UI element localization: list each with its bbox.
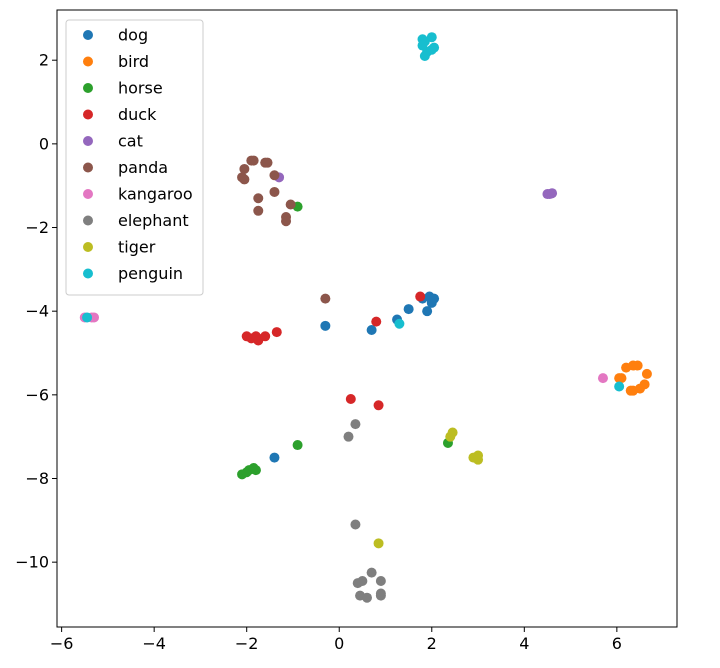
data-point-kangaroo	[597, 373, 608, 384]
data-point-duck	[260, 331, 271, 342]
legend-label-dog: dog	[118, 26, 148, 45]
legend-marker-tiger	[83, 242, 93, 252]
data-point-elephant	[366, 567, 377, 578]
data-point-cat	[547, 188, 558, 199]
axis-ticks: −6 −4 −2 0 2 4 6 2 0 −2 −4 −6 −8 −10	[15, 51, 622, 653]
data-point-panda	[285, 199, 296, 210]
legend-marker-duck	[83, 109, 93, 120]
data-point-duck	[345, 394, 356, 405]
data-point-bird	[641, 368, 652, 379]
legend-marker-penguin	[83, 268, 93, 279]
data-point-elephant	[350, 419, 361, 430]
legend-marker-cat	[83, 136, 93, 146]
data-point-penguin	[417, 40, 428, 51]
data-point-panda	[253, 205, 264, 216]
y-tick-label: −6	[25, 385, 49, 404]
data-point-tiger	[447, 427, 458, 438]
data-point-penguin	[426, 44, 437, 55]
data-point-penguin	[614, 381, 625, 392]
data-point-penguin	[82, 312, 93, 323]
x-tick-label: 0	[334, 634, 344, 653]
series-elephant	[343, 419, 386, 603]
data-point-elephant	[375, 575, 386, 586]
data-point-penguin	[426, 32, 437, 43]
legend: dog bird horse duck cat panda kangaroo elephant…	[65, 19, 204, 296]
legend-label-panda: panda	[118, 158, 168, 177]
data-point-horse	[250, 465, 261, 476]
data-points	[79, 32, 652, 603]
data-point-kangaroo	[89, 312, 100, 323]
legend-box	[65, 19, 204, 296]
x-tick-label: 2	[427, 634, 437, 653]
data-point-dog	[320, 320, 331, 331]
x-tick-label: −2	[235, 634, 259, 653]
data-point-dog	[366, 325, 377, 336]
data-point-duck	[371, 316, 382, 327]
data-point-panda	[262, 157, 273, 168]
data-point-panda	[253, 193, 264, 204]
data-point-elephant	[343, 431, 354, 442]
data-point-tiger	[373, 538, 384, 549]
legend-label-kangaroo: kangaroo	[118, 185, 193, 204]
legend-marker-dog	[83, 30, 93, 40]
data-point-elephant	[375, 590, 386, 601]
data-point-duck	[271, 327, 282, 338]
data-point-panda	[239, 174, 250, 185]
data-point-panda	[269, 170, 280, 181]
data-point-elephant	[362, 592, 372, 603]
legend-marker-horse	[83, 83, 93, 93]
data-point-horse	[292, 440, 303, 451]
y-tick-label: 0	[39, 134, 49, 153]
data-point-panda	[281, 216, 292, 227]
x-tick-label: −6	[50, 634, 74, 653]
y-tick-label: 2	[39, 51, 49, 70]
legend-marker-bird	[83, 56, 93, 67]
x-tick-label: 6	[612, 634, 622, 653]
legend-marker-kangaroo	[83, 189, 93, 199]
data-point-elephant	[350, 519, 361, 530]
series-penguin	[82, 32, 625, 392]
legend-label-bird: bird	[118, 52, 149, 71]
data-point-panda	[269, 186, 280, 197]
legend-label-duck: duck	[118, 105, 157, 124]
data-point-penguin	[419, 51, 430, 62]
data-point-tiger	[473, 454, 484, 465]
data-point-dog	[269, 452, 280, 463]
series-panda	[237, 155, 331, 304]
legend-marker-panda	[83, 162, 93, 173]
y-tick-label: −8	[25, 469, 49, 488]
legend-marker-elephant	[83, 215, 93, 226]
series-tiger	[373, 427, 484, 549]
data-point-bird	[614, 373, 625, 384]
x-tick-label: −4	[142, 634, 166, 653]
series-bird	[614, 360, 652, 396]
data-point-dog	[422, 306, 433, 317]
series-duck	[241, 291, 426, 411]
data-point-duck	[373, 400, 384, 411]
data-point-dog	[429, 293, 440, 304]
legend-label-elephant: elephant	[118, 211, 189, 230]
y-tick-label: −4	[25, 302, 49, 321]
data-point-bird	[625, 385, 636, 396]
legend-label-penguin: penguin	[118, 264, 183, 283]
legend-label-cat: cat	[118, 132, 143, 151]
data-point-bird	[632, 360, 643, 371]
data-point-panda	[239, 163, 250, 174]
legend-label-horse: horse	[118, 79, 163, 98]
data-point-elephant	[357, 575, 368, 586]
y-tick-label: −2	[25, 218, 49, 237]
data-point-duck	[415, 291, 426, 302]
data-point-dog	[403, 304, 414, 315]
series-horse	[237, 201, 453, 480]
x-tick-label: 4	[519, 634, 529, 653]
data-point-panda	[248, 155, 259, 166]
legend-label-tiger: tiger	[118, 238, 156, 257]
y-tick-label: −10	[15, 553, 49, 572]
data-point-panda	[320, 293, 331, 304]
data-point-penguin	[394, 318, 405, 329]
